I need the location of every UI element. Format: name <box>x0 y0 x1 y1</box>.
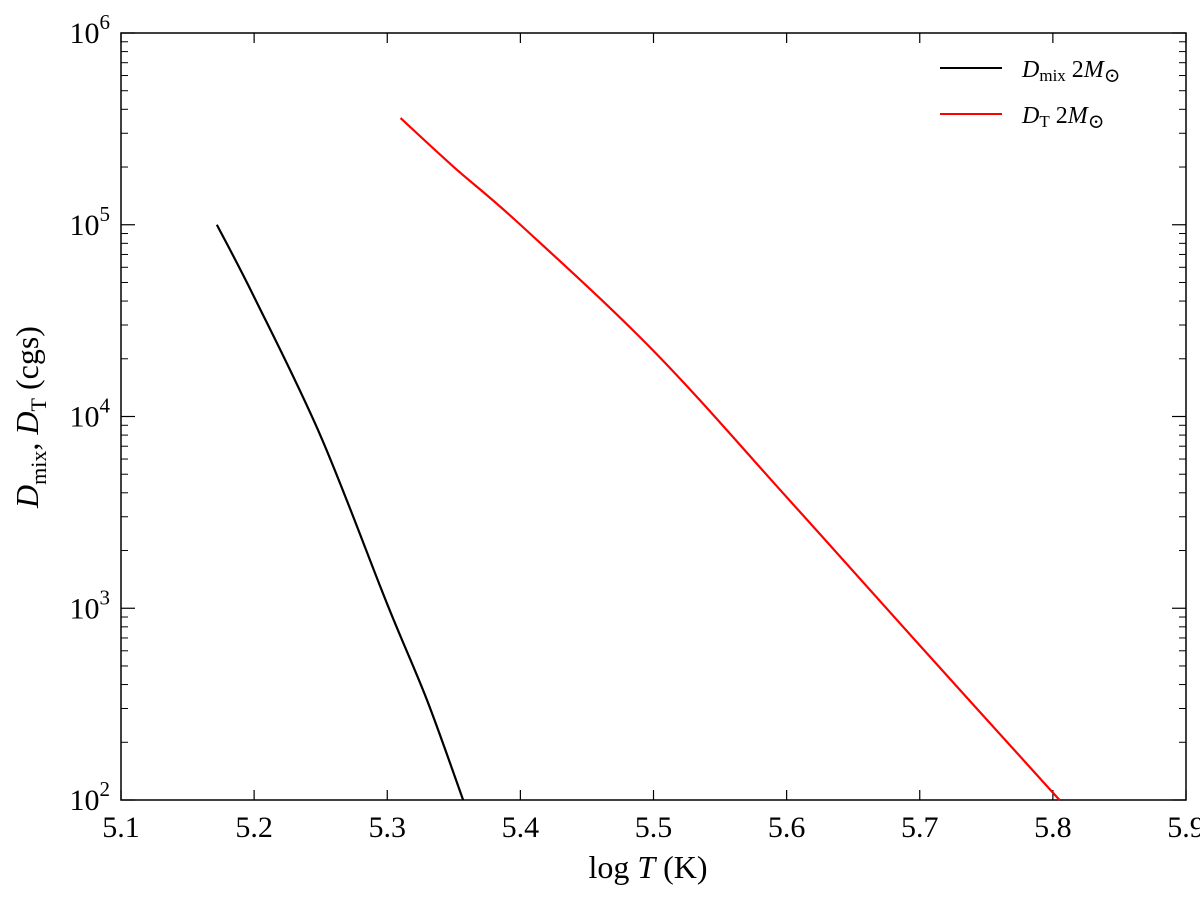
y-tick-label: 104 <box>70 394 111 434</box>
data-series <box>215 117 1061 801</box>
y-tick-label: 106 <box>70 10 111 50</box>
y-axis-title: Dmix, DT (cgs) <box>9 326 51 509</box>
x-tick-label: 5.9 <box>1167 811 1200 844</box>
x-tick-label: 5.6 <box>768 811 806 844</box>
legend-label-dt: DT 2M⊙ <box>1021 103 1105 133</box>
svg-text:Dmix, DT (cgs): Dmix, DT (cgs) <box>9 326 51 509</box>
x-tick-label: 5.4 <box>502 811 540 844</box>
x-tick-label: 5.7 <box>901 811 939 844</box>
x-tick-label: 5.3 <box>369 811 407 844</box>
series-line-dmix <box>215 224 465 801</box>
x-tick-label: 5.8 <box>1034 811 1072 844</box>
x-tick-label: 5.1 <box>102 811 140 844</box>
y-tick-label: 103 <box>70 585 111 625</box>
series-line-dt <box>399 117 1061 801</box>
y-tick-label: 102 <box>70 777 111 817</box>
x-tick-label: 5.5 <box>635 811 673 844</box>
axis-ticks <box>120 32 1187 801</box>
plot-frame <box>120 32 1187 801</box>
x-tick-label: 5.2 <box>235 811 273 844</box>
legend-label-dmix: Dmix 2M⊙ <box>1021 57 1121 87</box>
legend: Dmix 2M⊙ DT 2M⊙ <box>940 57 1121 133</box>
y-tick-label: 105 <box>70 202 111 242</box>
axis-tick-labels: 5.1 5.2 5.3 5.4 5.5 5.6 5.7 5.8 5.9 102 103 104 105 1… <box>70 10 1200 844</box>
x-axis-title: log T (K) <box>588 849 707 885</box>
